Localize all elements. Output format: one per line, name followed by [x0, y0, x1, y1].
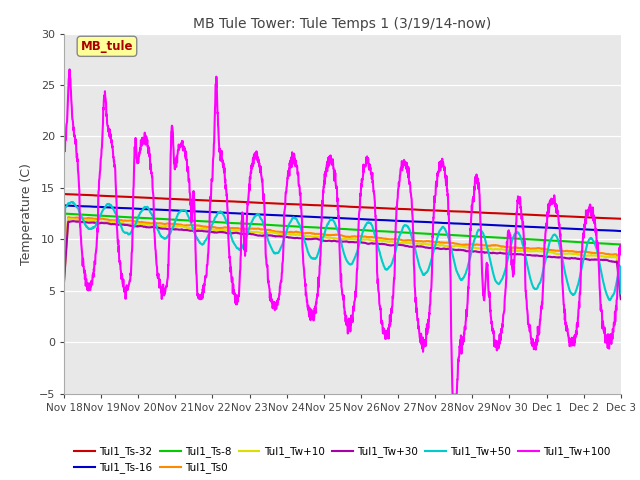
Legend: Tul1_Ts-32, Tul1_Ts-16, Tul1_Ts-8, Tul1_Ts0, Tul1_Tw+10, Tul1_Tw+30, Tul1_Tw+50,: Tul1_Ts-32, Tul1_Ts-16, Tul1_Ts-8, Tul1_… — [70, 442, 614, 478]
Text: MB_tule: MB_tule — [81, 40, 133, 53]
Y-axis label: Temperature (C): Temperature (C) — [20, 163, 33, 264]
Title: MB Tule Tower: Tule Temps 1 (3/19/14-now): MB Tule Tower: Tule Temps 1 (3/19/14-now… — [193, 17, 492, 31]
